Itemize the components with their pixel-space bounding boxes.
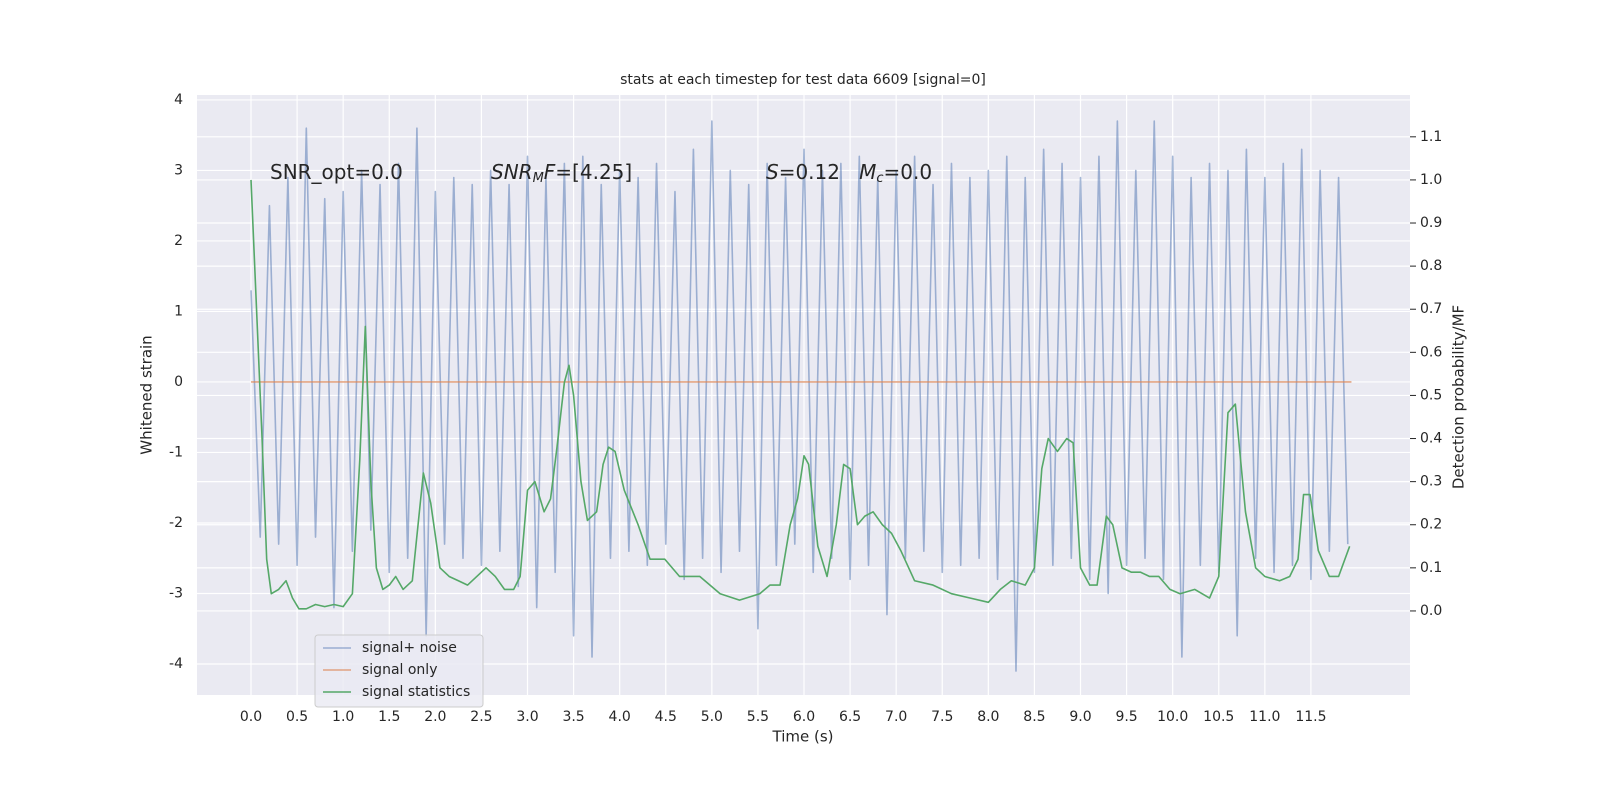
x-tick-label: 11.5 [1295,709,1326,725]
series-line [250,120,1349,672]
legend-box [314,634,484,708]
y-tick-label: 1 [174,303,183,319]
y2-tick-label: 0.9 [1420,215,1442,231]
annotation: SNRMF=[4.25] [491,160,632,186]
annotation-text: M [859,160,876,184]
annotation-text: SNR [491,160,533,184]
y2-tick-label: 0.4 [1420,431,1442,447]
x-tick-label: 6.5 [839,709,861,725]
series-line [250,179,1351,610]
x-tick-label: 1.0 [332,709,354,725]
x-tick-label: 5.5 [747,709,769,725]
y-tick-label: -2 [169,515,183,531]
y2-tick-label: 1.1 [1420,129,1442,145]
annotation-text: S [766,160,779,184]
y-tick-label: 3 [174,162,183,178]
annotation-text: M [533,171,544,186]
y2-tick-label: 0.1 [1420,560,1442,576]
y2-tick-label: 0.6 [1420,344,1442,360]
y2-tick-label: 0.0 [1420,603,1442,619]
annotation: SNR_opt=0.0 [270,160,403,184]
x-tick-label: 6.0 [793,709,815,725]
y-tick-label: 0 [174,374,183,390]
y-tick-label: -4 [169,656,183,672]
x-tick-label: 8.0 [977,709,999,725]
annotation-text: =0.12 [779,160,859,184]
legend-label: signal+ noise [362,640,457,656]
chart-title: stats at each timestep for test data 660… [620,72,986,88]
x-tick-label: 8.5 [1023,709,1045,725]
x-tick-label: 7.5 [931,709,953,725]
y-tick-label: -1 [169,444,183,460]
y2-tick-label: 0.2 [1420,517,1442,533]
annotation-text: =[4.25] [555,160,632,184]
x-tick-label: 2.5 [470,709,492,725]
y2-axis-label: Detection probability/MF [1450,305,1468,489]
legend-label: signal statistics [362,684,470,700]
x-tick-label: 9.5 [1115,709,1137,725]
x-tick-label: 7.0 [885,709,907,725]
y-tick-label: 4 [174,92,183,108]
x-tick-label: 2.0 [424,709,446,725]
legend: signal+ noise signal only signal statistic… [314,634,484,708]
x-tick-label: 0.0 [240,709,262,725]
x-tick-label: 9.0 [1069,709,1091,725]
marks [250,120,1352,672]
x-tick-label: 3.5 [562,709,584,725]
annotation-text: c [876,171,883,186]
y-axis-label: Whitened strain [138,335,156,454]
annotation-text: F [544,160,556,184]
y-tick-label: 2 [174,233,183,249]
y-tick-label: -3 [169,585,183,601]
x-tick-label: 1.5 [378,709,400,725]
y2-tick-label: 0.5 [1420,387,1442,403]
legend-label: signal only [362,662,437,678]
x-tick-label: 5.0 [701,709,723,725]
y2-tick-label: 0.3 [1420,474,1442,490]
y2-tick-label: 1.0 [1420,172,1442,188]
x-axis-label: Time (s) [772,728,834,746]
annotation: S=0.12 Mc=0.0 [766,160,932,186]
x-tick-label: 4.0 [609,709,631,725]
annotation-text: SNR_opt=0.0 [270,160,403,184]
y2-tick-label: 0.7 [1420,301,1442,317]
y2-tick-label: 0.8 [1420,258,1442,274]
x-tick-label: 10.5 [1203,709,1234,725]
x-tick-label: 3.0 [516,709,538,725]
x-tick-label: 4.5 [655,709,677,725]
annotation-text: =0.0 [884,160,933,184]
x-tick-label: 11.0 [1249,709,1280,725]
x-tick-label: 0.5 [286,709,308,725]
x-tick-label: 10.0 [1157,709,1188,725]
ticks: 0.0 0.5 1.0 1.5 2.0 2.5 3.0 3.5 4.0 4.5 5.0 5.5 6.0 6… [169,92,1442,725]
